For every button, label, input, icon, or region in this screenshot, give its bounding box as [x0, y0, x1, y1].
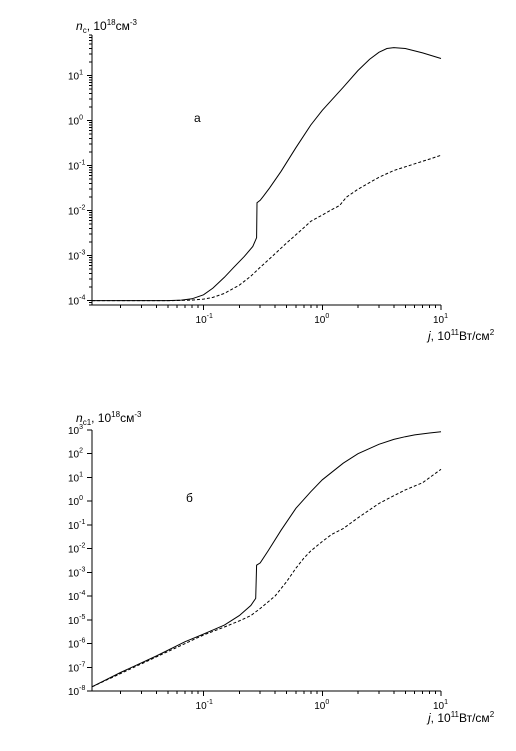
panel-b-y-tick-label: 10-3: [68, 566, 85, 579]
panel-a-dashed-curve: [92, 154, 442, 302]
panel-a-y-tick-label: 10-2: [68, 205, 85, 218]
panel-a-solid-curve: [92, 47, 442, 302]
panel-b-y-tick-label: 10-4: [68, 590, 85, 603]
panel-a-x-tick-label: 101: [433, 313, 448, 326]
panel-a-y-tick-label: 101: [68, 70, 83, 83]
panel-b-ylabel: nc1, 1018см-3: [76, 410, 142, 427]
panel-a-xlabel: j, 1011Вт/см2: [426, 328, 495, 343]
panel-b-y-tick-label: 10-7: [68, 661, 85, 674]
panel-b-y-tick-label: 100: [68, 495, 83, 508]
panel-a-y-tick-label: 100: [68, 115, 83, 128]
panel-b-dashed-curve: [91, 468, 442, 688]
panel-a-y-tick-label: 10-1: [68, 160, 85, 173]
panel-a-x-tick-label: 10-1: [196, 313, 213, 326]
panel-b-y-tick-label: 10-6: [68, 638, 85, 651]
panel-b-y-tick-label: 10-2: [68, 543, 85, 556]
panel-b-xlabel: j, 1011Вт/см2: [426, 710, 495, 725]
panel-b-x-tick-label: 10-1: [196, 699, 213, 712]
panel-a-y-tick-label: 10-3: [68, 250, 85, 263]
panel-a-ylabel: nc, 1018см-3: [76, 18, 138, 35]
panel-b: nc1, 1018см-3 б j, 1011Вт/см2 10-1 100 101…: [68, 410, 495, 725]
panel-b-y-tick-label: 10-8: [68, 685, 85, 698]
panel-a-label: а: [194, 111, 201, 125]
panel-b-y-tick-label: 10-5: [68, 614, 85, 627]
panel-b-y-tick-label: 103: [68, 424, 83, 437]
panel-b-solid-curve: [91, 431, 442, 688]
panel-a-y-tick-label: 10-4: [68, 295, 85, 308]
panel-b-y-tick-label: 10-1: [68, 519, 85, 532]
panel-b-y-tick-label: 102: [68, 448, 83, 461]
panel-b-y-tick-label: 101: [68, 471, 83, 484]
panel-b-label: б: [186, 491, 193, 505]
panel-a: nc, 1018см-3 а j, 1011Вт/см2 10-1 100 101 1…: [68, 18, 495, 343]
panel-b-x-tick-label: 101: [433, 699, 448, 712]
panel-b-x-tick-label: 100: [314, 699, 329, 712]
panel-a-x-tick-label: 100: [314, 313, 329, 326]
